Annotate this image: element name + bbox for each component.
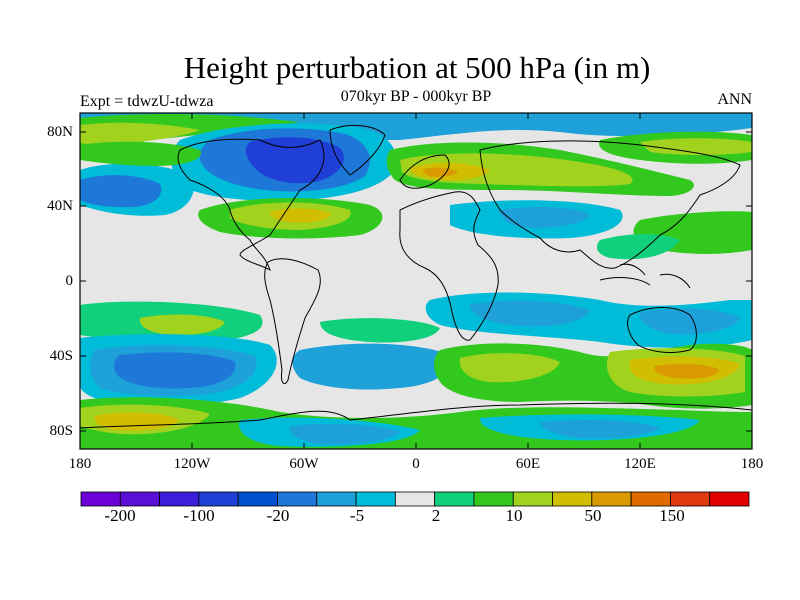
contour-band-antarctic-mid-blue bbox=[289, 420, 660, 445]
lon-label-0: 0 bbox=[412, 456, 420, 472]
lat-label-0: 0 bbox=[65, 273, 74, 289]
coastlines bbox=[80, 124, 752, 429]
contour-band-asia-trough-mid bbox=[500, 206, 590, 228]
colorbar-label-neg200: -200 bbox=[104, 506, 136, 525]
map-tick-marks bbox=[79, 113, 753, 449]
lon-label-180e: 180 bbox=[740, 456, 764, 472]
colorbar-swatch bbox=[159, 491, 200, 507]
colorbar-swatch bbox=[198, 491, 239, 507]
contour-band-south-atlantic-trough-green bbox=[320, 318, 440, 343]
colorbar-swatch bbox=[591, 491, 632, 507]
lat-label-80N: 80N bbox=[47, 124, 73, 140]
chart-title: Height perturbation at 500 hPa (in m) bbox=[183, 50, 651, 85]
lon-label-60e: 60E bbox=[515, 456, 541, 472]
colorbar-swatch bbox=[316, 491, 357, 507]
colorbar-swatch bbox=[277, 491, 318, 507]
coastline-antarctica bbox=[80, 402, 752, 429]
contour-band-southern-indian-ridge-orange bbox=[654, 363, 720, 379]
contour-band-south-pacific-subtropical-yellowgreen bbox=[139, 314, 225, 336]
colorbar-swatch bbox=[709, 491, 750, 507]
coastline-north-america bbox=[177, 138, 325, 272]
colorbar-label-neg20: -20 bbox=[266, 506, 290, 525]
lat-label-80S: 80S bbox=[49, 423, 73, 439]
coastline-asia bbox=[479, 140, 741, 269]
colorbar-label-10: 10 bbox=[505, 506, 523, 525]
colorbar-label-2: 2 bbox=[431, 506, 441, 525]
height-contour-field bbox=[80, 113, 752, 449]
colorbar-label-neg100: -100 bbox=[183, 506, 215, 525]
colorbar-swatch bbox=[434, 491, 475, 507]
contour-band-central-pacific-green bbox=[80, 141, 201, 166]
colorbar-swatch bbox=[630, 491, 671, 507]
lon-label-60w: 60W bbox=[289, 456, 319, 472]
lat-label-40S: 40S bbox=[49, 348, 73, 364]
lon-label-120e: 120E bbox=[624, 456, 656, 472]
coastline-europe-africa bbox=[399, 154, 499, 341]
contour-band-arctic-yellowgreen bbox=[80, 122, 200, 145]
chart-subtitle: 070kyr BP - 000kyr BP bbox=[340, 88, 492, 105]
colorbar-swatch bbox=[473, 491, 514, 507]
contour-band-south-indian-mid bbox=[470, 300, 590, 327]
contour-band-east-pacific-yellowgreen bbox=[640, 138, 752, 155]
contour-band-south-atlantic-trough-light bbox=[292, 343, 451, 390]
coastline-maritime-continent bbox=[599, 263, 691, 289]
contour-band-south-pacific-trough-strong bbox=[114, 352, 236, 389]
colorbar-swatch bbox=[119, 491, 160, 507]
coastline-greenland bbox=[329, 124, 386, 176]
lon-label-180w: 180 bbox=[68, 456, 92, 472]
season-label: ANN bbox=[717, 91, 752, 108]
contour-band-eurasia-ridge-orange bbox=[422, 167, 458, 177]
colorbar-label-50: 50 bbox=[584, 506, 602, 525]
colorbar-swatch bbox=[355, 491, 396, 507]
lon-label-120w: 120W bbox=[173, 456, 211, 472]
colorbar-swatch bbox=[512, 491, 553, 507]
colorbar-label-neg5: -5 bbox=[349, 506, 365, 525]
colorbar-swatch bbox=[670, 491, 711, 507]
colorbar-swatch bbox=[552, 491, 593, 507]
coastline-australia bbox=[627, 307, 697, 353]
colorbar-swatch bbox=[394, 491, 436, 507]
contour-band-west-pacific-trough-mid bbox=[80, 175, 162, 208]
lat-label-40N: 40N bbox=[47, 198, 73, 214]
contour-band-australia-mid bbox=[639, 308, 740, 335]
colorbar-swatch bbox=[80, 491, 121, 507]
colorbar-swatch bbox=[237, 491, 278, 507]
colorbar-label-150: 150 bbox=[659, 506, 685, 525]
experiment-label: Expt = tdwzU-tdwza bbox=[80, 93, 214, 110]
colorbar bbox=[80, 491, 750, 507]
coastline-south-america bbox=[264, 258, 321, 385]
contour-band-west-pacific-subtropical-lightgreen bbox=[597, 234, 680, 260]
